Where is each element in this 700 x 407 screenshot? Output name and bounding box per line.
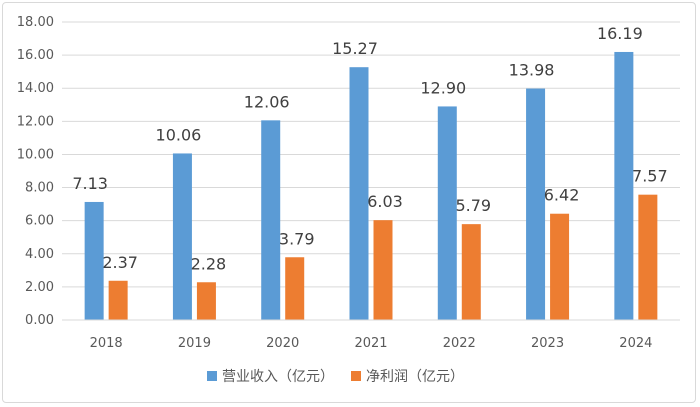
x-tick-label: 2022 (443, 336, 476, 351)
profit-bar-2021 (373, 220, 393, 320)
profit-bar-2023 (550, 213, 570, 320)
profit-label-2019: 2.28 (191, 254, 227, 273)
revenue-bar-2018 (84, 201, 104, 320)
profit-label-2023: 6.42 (544, 186, 580, 205)
y-tick-label: 16.00 (17, 48, 54, 63)
profit-legend-label: 净利润（亿元） (366, 369, 464, 385)
gridlines (62, 21, 680, 321)
chart-frame (2, 2, 696, 403)
x-tick-label: 2023 (531, 336, 564, 351)
x-tick-label: 2019 (178, 336, 211, 351)
revenue-label-2019: 10.06 (156, 125, 202, 144)
profit-bar-2018 (108, 280, 128, 320)
y-axis: 0.00 2.00 4.00 6.00 8.00 10.00 12.00 14.00 16.00… (17, 15, 54, 328)
revenue-label-2018: 7.13 (72, 174, 108, 193)
y-tick-label: 18.00 (17, 15, 54, 30)
y-tick-label: 8.00 (25, 181, 54, 196)
y-tick-label: 10.00 (17, 147, 54, 162)
y-tick-label: 4.00 (25, 247, 54, 262)
revenue-bar-2020 (261, 120, 281, 320)
y-tick-label: 14.00 (17, 81, 54, 96)
profit-bar-2019 (196, 282, 216, 320)
revenue-label-2024: 16.19 (597, 24, 643, 43)
legend: 营业收入（亿元） 净利润（亿元） (207, 369, 464, 385)
profit-label-2020: 3.79 (279, 229, 315, 248)
profit-bar-2024 (638, 194, 658, 320)
revenue-legend-swatch (207, 371, 217, 381)
y-tick-label: 2.00 (25, 280, 54, 295)
revenue-label-2020: 12.06 (244, 92, 290, 111)
data-labels: 7.13 2.37 10.06 2.28 12.06 3.79 15.27 6.03 12.90… (72, 24, 667, 273)
profit-bar-2022 (461, 224, 481, 320)
revenue-label-2022: 12.90 (420, 78, 466, 97)
bars (84, 51, 658, 321)
y-tick-label: 0.00 (25, 313, 54, 328)
profit-bar-2020 (285, 257, 305, 320)
profit-label-2021: 6.03 (367, 192, 403, 211)
x-tick-label: 2020 (266, 336, 299, 351)
revenue-label-2021: 15.27 (332, 39, 378, 58)
x-axis: 2018 2019 2020 2021 2022 2023 2024 (62, 319, 680, 351)
revenue-label-2023: 13.98 (509, 61, 555, 80)
x-tick-label: 2024 (619, 336, 652, 351)
x-tick-label: 2018 (90, 336, 123, 351)
revenue-bar-2024 (614, 51, 634, 321)
profit-label-2022: 5.79 (455, 196, 491, 215)
revenue-bar-2021 (349, 67, 369, 321)
revenue-bar-2019 (172, 153, 192, 320)
revenue-bar-2022 (437, 106, 457, 320)
y-tick-label: 6.00 (25, 214, 54, 229)
profit-label-2018: 2.37 (102, 253, 138, 272)
profit-label-2024: 7.57 (632, 167, 668, 186)
revenue-bar-2023 (526, 88, 546, 320)
x-tick-label: 2021 (354, 336, 387, 351)
revenue-legend-label: 营业收入（亿元） (222, 369, 334, 385)
y-tick-label: 12.00 (17, 114, 54, 129)
profit-legend-swatch (351, 371, 361, 381)
